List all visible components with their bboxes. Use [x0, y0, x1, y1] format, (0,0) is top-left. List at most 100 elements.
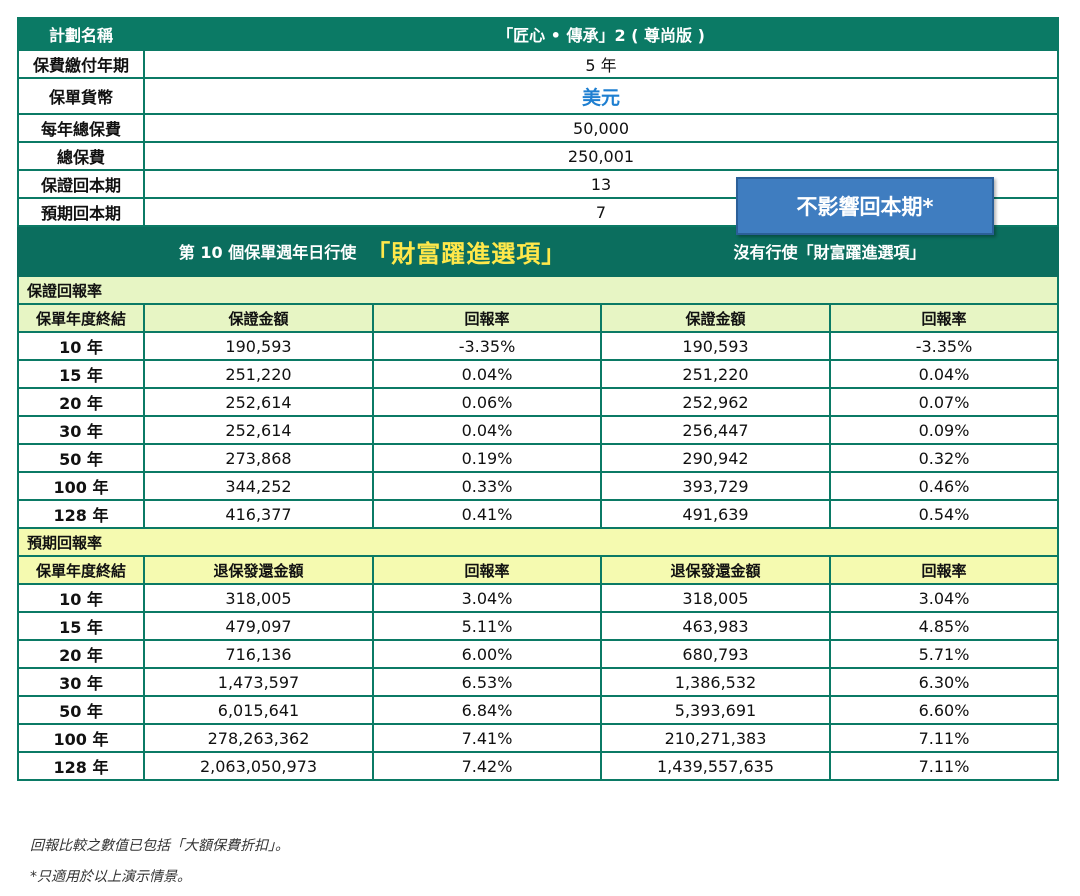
banner-right-text: 沒有行使「財富躍進選項」 — [733, 243, 926, 262]
table-cell: 491,639 — [600, 499, 831, 529]
table-cell: 463,983 — [600, 611, 831, 641]
table-cell: 7.11% — [828, 723, 1060, 753]
policy-year-cell: 20 年 — [17, 639, 145, 669]
plan-comparison-table: 計劃名稱 「匠心 • 傳承」2 ( 尊尚版 ) 保費繳付年期 5 年 保單貨幣 … — [16, 17, 1060, 781]
expected-breakeven-label: 預期回本期 — [17, 197, 145, 227]
table-cell: 6,015,641 — [143, 695, 374, 725]
table-cell: 4.85% — [828, 611, 1060, 641]
table-cell: 416,377 — [143, 499, 374, 529]
table-cell: 278,263,362 — [143, 723, 374, 753]
table-cell: 6.60% — [828, 695, 1060, 725]
policy-year-cell: 20 年 — [17, 387, 145, 417]
column-header: 回報率 — [828, 303, 1060, 333]
table-cell: 0.04% — [372, 359, 602, 389]
table-cell: 190,593 — [600, 331, 831, 361]
table-cell: 0.07% — [828, 387, 1060, 417]
table-cell: 210,271,383 — [600, 723, 831, 753]
currency-value: 美元 — [142, 77, 1060, 115]
column-header: 保單年度終結 — [17, 555, 145, 585]
table-cell: 393,729 — [600, 471, 831, 501]
guaranteed-breakeven-label: 保證回本期 — [17, 169, 145, 199]
policy-year-cell: 100 年 — [17, 723, 145, 753]
table-cell: 680,793 — [600, 639, 831, 669]
table-row: 30 年 1,473,597 6.53% 1,386,532 6.30% — [17, 667, 1060, 697]
table-cell: 3.04% — [828, 583, 1060, 613]
table-cell: 6.00% — [372, 639, 602, 669]
table-row: 10 年 190,593 -3.35% 190,593 -3.35% — [17, 331, 1060, 361]
policy-year-cell: 15 年 — [17, 359, 145, 389]
guaranteed-rows: 10 年 190,593 -3.35% 190,593 -3.35% 15 年 251,22… — [17, 331, 1060, 529]
table-cell: 0.04% — [372, 415, 602, 445]
table-cell: 5.71% — [828, 639, 1060, 669]
table-cell: 0.41% — [372, 499, 602, 529]
total-premium-row: 總保費 250,001 — [17, 141, 1060, 171]
footnote-scenario: *只適用於以上演示情景。 — [30, 869, 191, 885]
currency-text: 美元 — [582, 86, 621, 109]
guaranteed-section-title: 保證回報率 — [16, 275, 1060, 305]
table-cell: 252,962 — [600, 387, 831, 417]
policy-year-cell: 10 年 — [17, 331, 145, 361]
expected-column-headers: 保單年度終結 退保發還金額 回報率 退保發還金額 回報率 — [17, 555, 1060, 585]
table-cell: 252,614 — [143, 415, 374, 445]
table-row: 50 年 273,868 0.19% 290,942 0.32% — [17, 443, 1060, 473]
table-cell: 7.41% — [372, 723, 602, 753]
table-cell: 5,393,691 — [600, 695, 831, 725]
table-row: 20 年 716,136 6.00% 680,793 5.71% — [17, 639, 1060, 669]
annual-premium-value: 50,000 — [142, 113, 1060, 143]
column-header: 保證金額 — [143, 303, 374, 333]
breakeven-callout: 不影響回本期* — [736, 177, 994, 235]
expected-section-title: 預期回報率 — [16, 527, 1060, 557]
column-header: 回報率 — [372, 303, 602, 333]
total-premium-value: 250,001 — [142, 141, 1060, 171]
table-cell: 344,252 — [143, 471, 374, 501]
table-cell: 290,942 — [600, 443, 831, 473]
table-cell: 0.19% — [372, 443, 602, 473]
banner-exercise-option: 第 10 個保單週年日行使 「財富躍進選項」 — [143, 225, 602, 277]
table-cell: 251,220 — [143, 359, 374, 389]
table-cell: -3.35% — [372, 331, 602, 361]
footnote-discount: 回報比較之數值已包括「大額保費折扣」。 — [30, 838, 289, 854]
column-header: 退保發還金額 — [143, 555, 374, 585]
policy-year-cell: 128 年 — [17, 751, 145, 781]
table-cell: 190,593 — [143, 331, 374, 361]
total-premium-label: 總保費 — [17, 141, 145, 171]
column-header: 保證金額 — [600, 303, 831, 333]
table-cell: 6.30% — [828, 667, 1060, 697]
table-row: 50 年 6,015,641 6.84% 5,393,691 6.60% — [17, 695, 1060, 725]
table-cell: 318,005 — [143, 583, 374, 613]
policy-year-cell: 128 年 — [17, 499, 145, 529]
payment-term-row: 保費繳付年期 5 年 — [17, 49, 1060, 79]
payment-term-value: 5 年 — [142, 49, 1060, 79]
table-cell: 318,005 — [600, 583, 831, 613]
guaranteed-column-headers: 保單年度終結 保證金額 回報率 保證金額 回報率 — [17, 303, 1060, 333]
expected-section-header: 預期回報率 — [16, 527, 1060, 557]
banner-highlight: 「財富躍進選項」 — [366, 239, 567, 268]
policy-year-cell: 100 年 — [17, 471, 145, 501]
column-header: 回報率 — [828, 555, 1060, 585]
table-row: 30 年 252,614 0.04% 256,447 0.09% — [17, 415, 1060, 445]
expected-rows: 10 年 318,005 3.04% 318,005 3.04% 15 年 479,097 5… — [17, 583, 1060, 781]
annual-premium-label: 每年總保費 — [17, 113, 145, 143]
table-cell: 0.09% — [828, 415, 1060, 445]
column-header: 回報率 — [372, 555, 602, 585]
payment-term-label: 保費繳付年期 — [17, 49, 145, 79]
table-cell: 7.11% — [828, 751, 1060, 781]
table-row: 15 年 251,220 0.04% 251,220 0.04% — [17, 359, 1060, 389]
table-cell: 0.32% — [828, 443, 1060, 473]
column-header: 保單年度終結 — [17, 303, 145, 333]
table-row: 15 年 479,097 5.11% 463,983 4.85% — [17, 611, 1060, 641]
table-cell: 1,386,532 — [600, 667, 831, 697]
table-cell: 2,063,050,973 — [143, 751, 374, 781]
option-banner-row: 第 10 個保單週年日行使 「財富躍進選項」 沒有行使「財富躍進選項」 — [17, 225, 1060, 277]
table-cell: 1,473,597 — [143, 667, 374, 697]
plan-name-value: 「匠心 • 傳承」2 ( 尊尚版 ) — [142, 17, 1060, 51]
table-row: 128 年 2,063,050,973 7.42% 1,439,557,635 7.11… — [17, 751, 1060, 781]
table-cell: 5.11% — [372, 611, 602, 641]
banner-left-prefix: 第 10 個保單週年日行使 — [178, 243, 357, 262]
table-cell: 252,614 — [143, 387, 374, 417]
table-row: 128 年 416,377 0.41% 491,639 0.54% — [17, 499, 1060, 529]
table-cell: 1,439,557,635 — [600, 751, 831, 781]
table-row: 100 年 278,263,362 7.41% 210,271,383 7.11% — [17, 723, 1060, 753]
table-cell: 3.04% — [372, 583, 602, 613]
policy-year-cell: 30 年 — [17, 415, 145, 445]
